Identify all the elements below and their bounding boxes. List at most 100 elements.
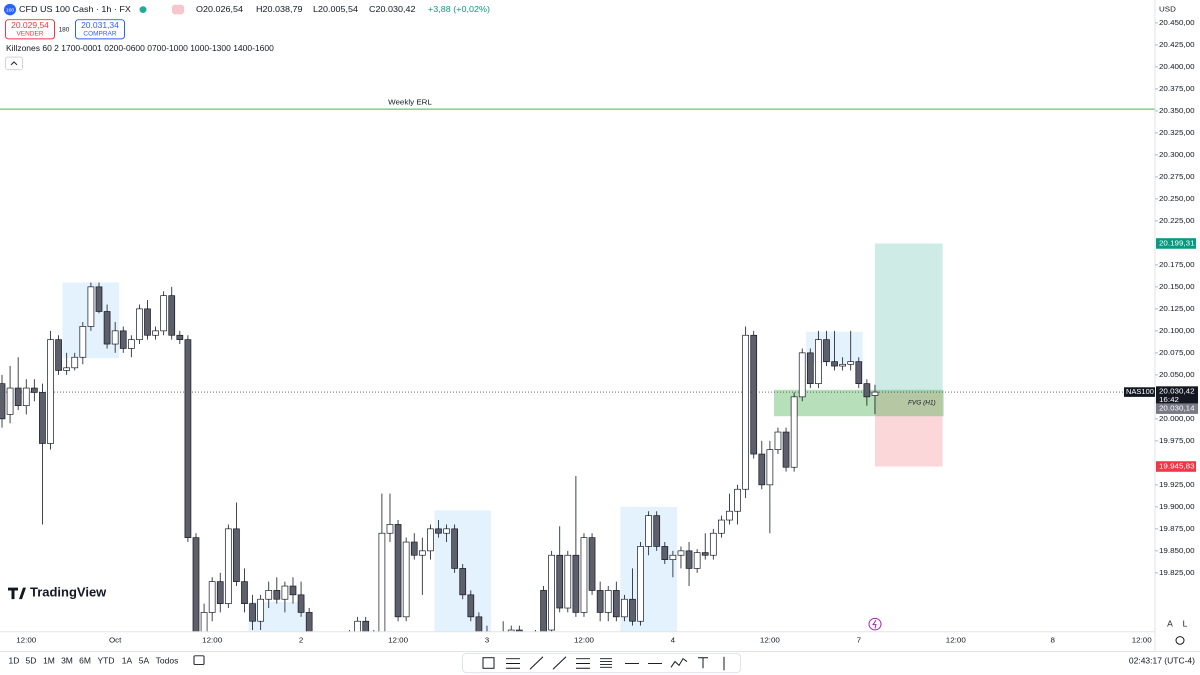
- candle-body: [289, 585, 297, 596]
- x-tick-label: 4: [671, 636, 676, 645]
- candle-body: [6, 387, 14, 415]
- last-price: 20.030,42: [1159, 387, 1195, 396]
- candle-body: [815, 339, 822, 384]
- text-tool[interactable]: [698, 657, 708, 669]
- date-range-icon[interactable]: [193, 655, 205, 665]
- y-tick-label: 20.275,00: [1159, 172, 1195, 181]
- collapse-button[interactable]: [5, 56, 23, 71]
- y-tick-label: 20.225,00: [1159, 216, 1195, 225]
- trend-tool[interactable]: [529, 656, 544, 670]
- candle-body: [556, 554, 564, 609]
- y-tick-label: 20.325,00: [1159, 128, 1195, 137]
- rect-tool[interactable]: [482, 657, 495, 669]
- level-label: Weekly ERL: [388, 98, 432, 107]
- buy-label: COMPRAR: [83, 31, 117, 38]
- candle-body: [241, 581, 248, 604]
- candle-body: [200, 612, 208, 632]
- range-button[interactable]: Todos: [156, 656, 179, 666]
- y-tick-label: 20.400,00: [1159, 62, 1195, 71]
- candle-body: [95, 286, 103, 312]
- candle-body: [79, 326, 87, 358]
- range-button[interactable]: YTD: [97, 656, 114, 666]
- range-button[interactable]: 1D: [9, 656, 20, 666]
- pitchfork-tool[interactable]: [600, 658, 612, 668]
- clock: 02:43:17 (UTC-4): [1129, 656, 1195, 666]
- candle-body: [669, 554, 677, 560]
- y-tick-label: 19.875,00: [1159, 524, 1195, 533]
- y-tick-label: 19.975,00: [1159, 436, 1195, 445]
- candle-body: [14, 387, 22, 406]
- range-button[interactable]: 5A: [139, 656, 150, 666]
- candle-body: [790, 396, 798, 468]
- y-tick-label: 20.075,00: [1159, 348, 1195, 357]
- flag-icon[interactable]: [172, 4, 184, 15]
- fib-tool[interactable]: [576, 658, 590, 669]
- candle-body: [540, 590, 547, 632]
- candle-body: [564, 554, 572, 609]
- x-tick-label: 12:00: [574, 636, 595, 645]
- indicator-legend[interactable]: Killzones 60 2 1700-0001 0200-0600 0700-…: [6, 43, 274, 53]
- y-tick-label: 19.825,00: [1159, 568, 1195, 577]
- candle-body: [766, 449, 774, 486]
- entry-label-bg: [1156, 403, 1198, 414]
- candle-body: [572, 554, 580, 613]
- y-tick-label: 20.375,00: [1159, 84, 1195, 93]
- candle-body: [693, 552, 701, 569]
- candle-body: [208, 581, 216, 613]
- candle-body: [661, 546, 669, 560]
- x-tick-label: 12:00: [760, 636, 781, 645]
- candle-body: [475, 616, 483, 632]
- candle-body: [265, 590, 273, 600]
- ray-tool[interactable]: [552, 656, 567, 670]
- candle-body: [386, 524, 394, 534]
- logo-text: 100: [6, 7, 15, 13]
- candle-body: [71, 356, 79, 369]
- countdown: 16:42: [1159, 395, 1179, 404]
- candle-body: [410, 541, 418, 556]
- settings-icon[interactable]: [1175, 636, 1185, 645]
- auto-scale-button[interactable]: A: [1167, 618, 1173, 628]
- range-button[interactable]: 6M: [79, 656, 91, 666]
- candle-body: [621, 598, 628, 618]
- candle-body: [394, 524, 402, 618]
- candle-body: [742, 334, 749, 490]
- range-button[interactable]: 3M: [61, 656, 73, 666]
- x-tick-label: 7: [857, 636, 861, 645]
- candle-body: [103, 311, 111, 345]
- candle-body: [612, 590, 620, 618]
- candle-body: [645, 515, 652, 547]
- range-tool[interactable]: [506, 658, 520, 669]
- candle-body: [718, 519, 725, 534]
- range-button[interactable]: 1A: [122, 656, 133, 666]
- candle-body: [0, 383, 6, 420]
- sell-button[interactable]: [5, 19, 55, 40]
- candle-body: [362, 620, 370, 632]
- range-button[interactable]: 1M: [43, 656, 55, 666]
- candle-body: [467, 594, 475, 618]
- candle-body: [709, 532, 717, 556]
- toolbar-icons: [482, 656, 725, 671]
- candle-body: [257, 598, 265, 622]
- x-tick-label: 12:00: [16, 636, 37, 645]
- y-tick-label: 20.425,00: [1159, 40, 1195, 49]
- range-button[interactable]: 5D: [26, 656, 37, 666]
- candle-body: [726, 510, 733, 521]
- symbol[interactable]: CFD US 100 Cash · 1h · FX: [19, 4, 131, 14]
- path-tool[interactable]: [670, 657, 688, 668]
- candle-body: [451, 528, 458, 569]
- candle-body: [548, 554, 555, 631]
- candle-body: [839, 363, 846, 367]
- candle-body: [806, 352, 814, 384]
- candle-body: [443, 528, 450, 534]
- candle-body: [136, 308, 143, 340]
- buy-button[interactable]: [75, 19, 125, 40]
- log-scale-button[interactable]: L: [1183, 618, 1188, 628]
- currency[interactable]: USD: [1159, 5, 1176, 14]
- ohlc-change: +3,88 (+0,02%): [428, 4, 490, 14]
- candle-body: [427, 528, 434, 552]
- spread: 180: [59, 27, 70, 34]
- candle-body: [176, 334, 184, 340]
- candle-body: [774, 431, 782, 450]
